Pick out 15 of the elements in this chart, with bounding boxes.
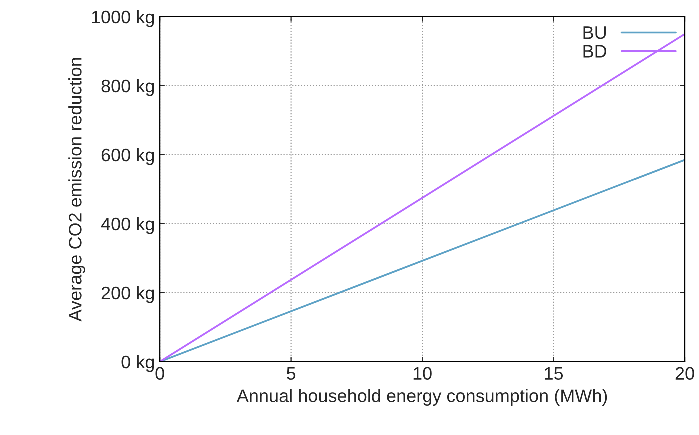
- legend-label: BD: [584, 45, 607, 58]
- x-tick-label: 10: [414, 367, 432, 380]
- x-tick-label: 15: [545, 367, 564, 380]
- x-tick-label: 20: [676, 367, 694, 380]
- y-tick-label: 1000 kg: [92, 10, 154, 28]
- x-tick-label: 5: [287, 367, 296, 380]
- y-tick-label: 800 kg: [102, 79, 154, 96]
- legend-label: BU: [584, 26, 606, 40]
- x-axis-title: Annual household energy consumption (MWh): [236, 389, 608, 406]
- y-tick-label: 400 kg: [101, 217, 154, 234]
- y-tick-label: 0 kg: [122, 355, 154, 372]
- y-tick-label: 600 kg: [102, 148, 154, 166]
- x-tick-label: 0: [156, 367, 164, 380]
- y-axis-title: Average CO2 emission reduction: [68, 58, 86, 322]
- y-tick-label: 200 kg: [102, 286, 154, 304]
